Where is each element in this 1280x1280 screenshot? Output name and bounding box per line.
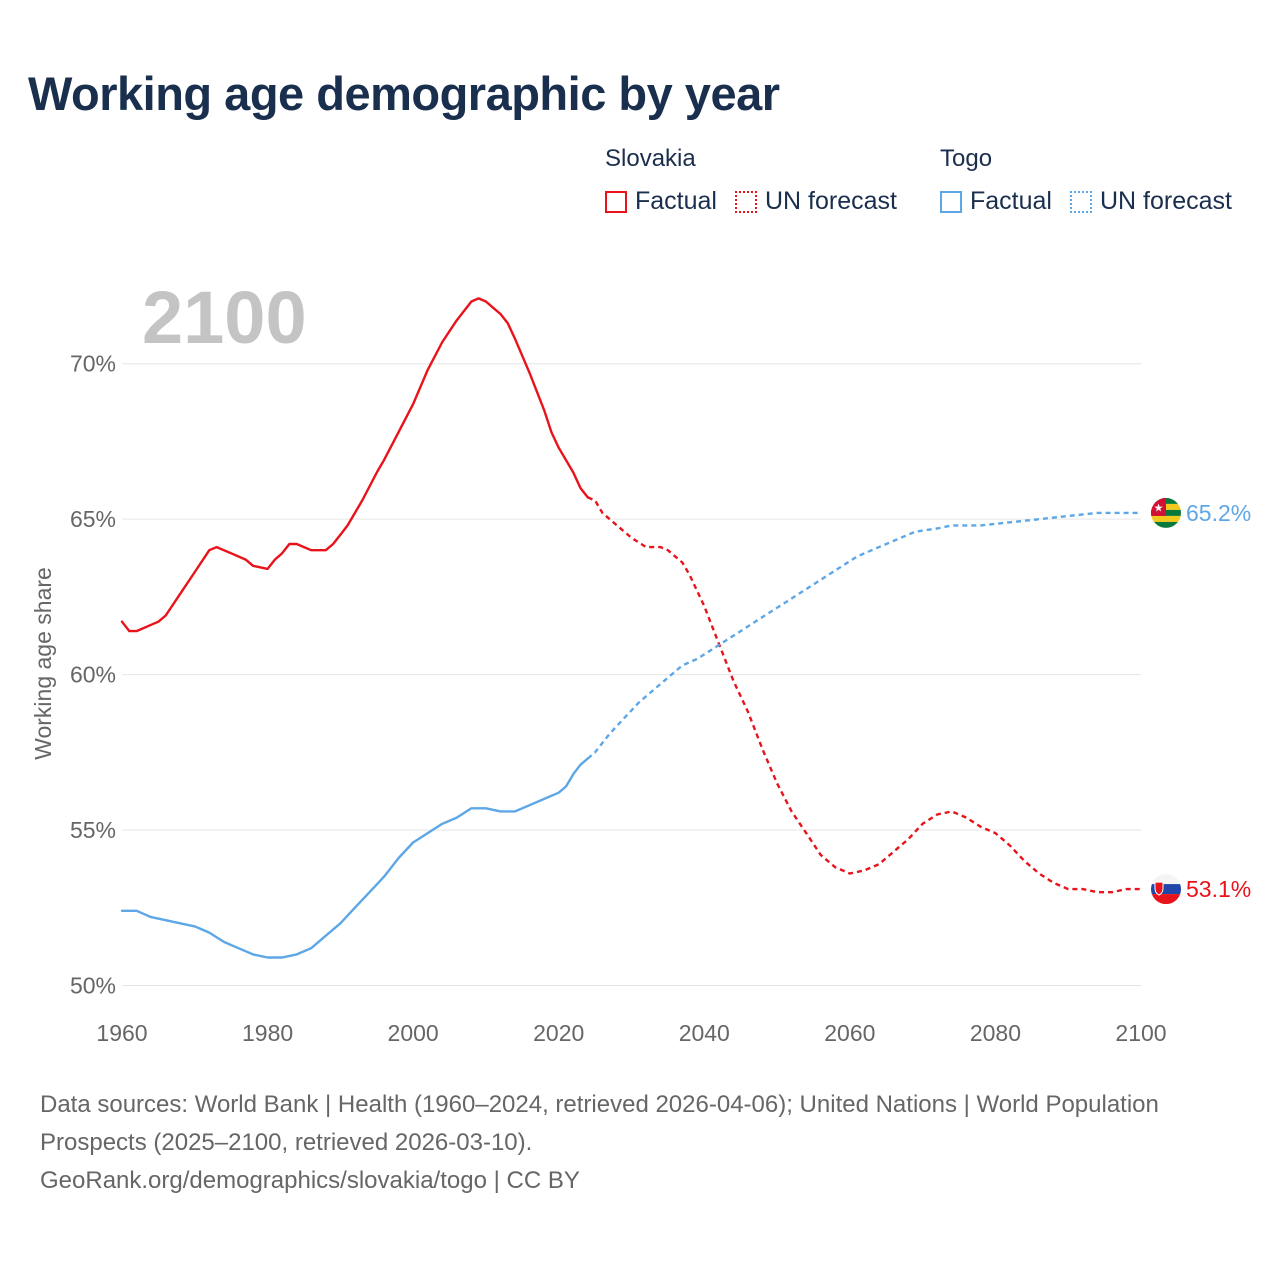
legend-item-slovakia-forecast[interactable]: UN forecast [734,187,897,216]
x-tick-label: 2020 [533,1020,584,1046]
legend-group-title-togo: Togo [940,145,993,172]
series-togo-forecast-line [587,511,1141,760]
y-tick-label: 55% [70,817,116,843]
y-tick-label: 50% [70,972,116,998]
series-slovakia-factual-line [120,297,589,633]
end-label-togo: 65.2% [1186,500,1251,526]
chart-title: Working age demographic by year [28,67,780,120]
line-chart: 2100 50% 55% 60% 65% 70% 1960 1980 2000 2020 2040 2… [30,276,1251,1046]
legend-group-title-slovakia: Slovakia [605,145,696,172]
legend-item-slovakia-factual[interactable]: Factual [605,187,717,216]
legend-group-slovakia: Slovakia Factual UN forecast [605,145,915,216]
legend-swatch-solid [605,190,627,213]
svg-text:★: ★ [1154,502,1164,514]
series-togo-factual-line [120,757,589,959]
x-tick-label: 1960 [96,1020,147,1046]
y-tick-label: 65% [70,506,116,532]
legend-item-togo-forecast[interactable]: UN forecast [1069,187,1232,216]
x-tick-label: 2000 [388,1020,439,1046]
x-tick-label: 2080 [970,1020,1021,1046]
legend-label: Factual [970,187,1052,215]
footer: Data sources: World Bank | Health (1960–… [40,1086,1240,1200]
legend-label: Factual [635,187,717,215]
x-tick-label: 2060 [824,1020,875,1046]
x-tick-label: 1980 [242,1020,293,1046]
legend-group-togo: Togo Factual UN forecast [940,145,1250,216]
legend-label: UN forecast [1099,187,1232,215]
togo-flag-icon: ★ [1151,497,1181,528]
data-sources-note: Data sources: World Bank | Health (1960–… [40,1091,1159,1156]
legend-swatch-dotted [1069,190,1092,213]
source-link[interactable]: GeoRank.org/demographics/slovakia/togo |… [40,1167,580,1194]
end-label-slovakia: 53.1% [1186,876,1251,902]
legend-swatch-solid [940,190,962,213]
y-axis-label: Working age share [30,567,56,760]
year-watermark: 2100 [142,276,307,359]
legend-item-togo-factual[interactable]: Factual [940,187,1052,216]
y-tick-label: 60% [70,662,116,688]
series-slovakia-forecast-line [587,496,1141,894]
y-tick-label: 70% [70,351,116,377]
x-tick-label: 2100 [1115,1020,1166,1046]
slovakia-flag-icon [1151,874,1181,905]
x-tick-label: 2040 [679,1020,730,1046]
legend-swatch-dotted [734,190,757,213]
legend-label: UN forecast [764,187,897,215]
